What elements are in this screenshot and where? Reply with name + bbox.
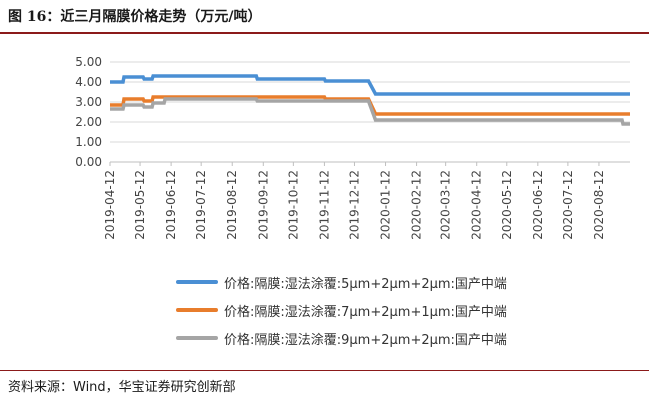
source-divider	[0, 370, 649, 371]
x-tick-label: 2019-10-12	[286, 170, 300, 240]
x-tick-label: 2020-08-12	[592, 170, 606, 240]
x-tick-label: 2019-05-12	[133, 170, 147, 240]
source-note: 资料来源：Wind，华宝证券研究创新部	[8, 380, 236, 395]
y-tick-label: 2.00	[75, 115, 102, 129]
y-tick-label: 5.00	[75, 55, 102, 69]
x-tick-label: 2020-06-12	[531, 170, 545, 240]
title-divider	[0, 32, 649, 34]
y-tick-label: 1.00	[75, 135, 102, 149]
legend-label-series-2: 价格:隔膜:湿法涂覆:7μm+2μm+1μm:国产中端	[224, 304, 507, 320]
legend-label-series-3: 价格:隔膜:湿法涂覆:9μm+2μm+2μm:国产中端	[224, 332, 507, 348]
x-tick-label: 2020-04-12	[470, 170, 484, 240]
legend-item: 价格:隔膜:湿法涂覆:7μm+2μm+1μm:国产中端	[176, 296, 636, 324]
legend-item: 价格:隔膜:湿法涂覆:5μm+2μm+2μm:国产中端	[176, 268, 636, 296]
x-tick-label: 2019-08-12	[225, 170, 239, 240]
x-tick-label: 2019-12-12	[347, 170, 361, 240]
x-tick-label: 2020-01-12	[379, 170, 393, 240]
x-tick-label: 2019-06-12	[164, 170, 178, 240]
y-tick-label: 3.00	[75, 95, 102, 109]
legend-swatch-series-1	[176, 280, 218, 284]
x-tick-label: 2020-02-12	[410, 170, 424, 240]
x-tick-label: 2020-07-12	[561, 170, 575, 240]
legend-swatch-series-2	[176, 308, 218, 312]
x-tick-label: 2020-03-12	[439, 170, 453, 240]
y-tick-label: 0.00	[75, 155, 102, 169]
figure-title: 图 16：近三月隔膜价格走势（万元/吨）	[8, 9, 262, 25]
x-tick-label: 2019-07-12	[194, 170, 208, 240]
legend-label-series-1: 价格:隔膜:湿法涂覆:5μm+2μm+2μm:国产中端	[224, 276, 507, 292]
chart-legend: 价格:隔膜:湿法涂覆:5μm+2μm+2μm:国产中端 价格:隔膜:湿法涂覆:7…	[176, 268, 636, 352]
series-line-3	[110, 97, 630, 126]
price-line-chart: 0.00 1.00 2.00 3.00 4.00 5.00 2019-04-12 2019-0…	[75, 55, 630, 240]
x-tick-label: 2019-04-12	[103, 170, 117, 240]
legend-item: 价格:隔膜:湿法涂覆:9μm+2μm+2μm:国产中端	[176, 324, 636, 352]
x-tick-label: 2019-11-12	[317, 170, 331, 240]
series-line-1	[110, 74, 630, 96]
x-tick-label: 2020-05-12	[500, 170, 514, 240]
y-tick-label: 4.00	[75, 75, 102, 89]
legend-swatch-series-3	[176, 336, 218, 340]
x-tick-label: 2019-09-12	[256, 170, 270, 240]
